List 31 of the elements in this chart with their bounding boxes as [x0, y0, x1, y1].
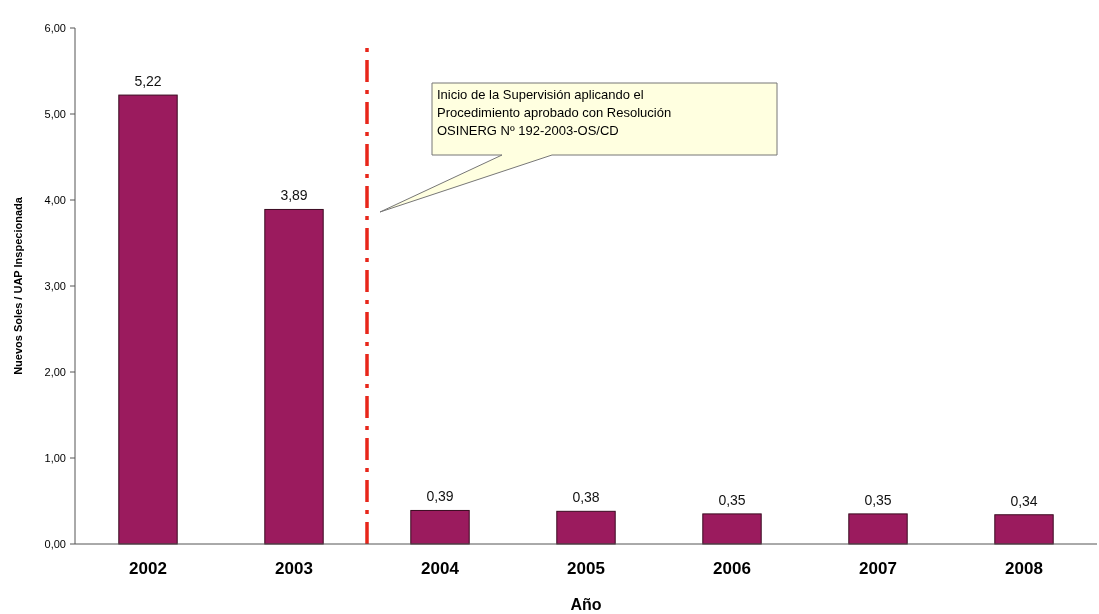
x-tick-label: 2007: [859, 559, 897, 578]
x-tick-label: 2004: [421, 559, 460, 578]
bar: [994, 514, 1054, 545]
bar: [118, 94, 178, 545]
y-tick-label: 6,00: [44, 21, 66, 34]
data-label: 0,35: [864, 491, 892, 508]
bar: [556, 510, 616, 545]
y-tick-label: 4,00: [44, 193, 66, 206]
y-tick-label: 5,00: [44, 107, 66, 120]
y-tick-label: 2,00: [44, 365, 66, 378]
y-axis-title: Nuevos Soles / UAP Inspecionada: [12, 196, 24, 375]
x-tick-label: 2002: [129, 559, 167, 578]
bar: [410, 509, 470, 545]
data-label: 5,22: [134, 73, 162, 90]
y-tick-label: 1,00: [44, 451, 66, 464]
data-label: 0,38: [572, 489, 600, 506]
x-axis-title: Año: [570, 596, 602, 613]
x-tick-label: 2006: [713, 559, 751, 578]
annotation: Inicio de la Supervisión aplicando el Procedimiento aprobado con Resolución OSINERG Nº 192-2003-OS/CD: [437, 87, 672, 138]
bar: [848, 513, 908, 545]
bar: [264, 208, 324, 545]
data-label: 0,35: [718, 491, 746, 508]
bar: [702, 513, 762, 545]
y-tick-label: 0,00: [44, 537, 66, 550]
data-label: 0,39: [426, 488, 454, 505]
data-label: 0,34: [1010, 492, 1038, 509]
x-tick-label: 2005: [567, 559, 605, 578]
x-tick-label: 2008: [1005, 559, 1043, 578]
data-label: 3,89: [280, 187, 308, 204]
x-tick-label: 2003: [275, 559, 313, 578]
y-tick-label: 3,00: [44, 279, 66, 292]
